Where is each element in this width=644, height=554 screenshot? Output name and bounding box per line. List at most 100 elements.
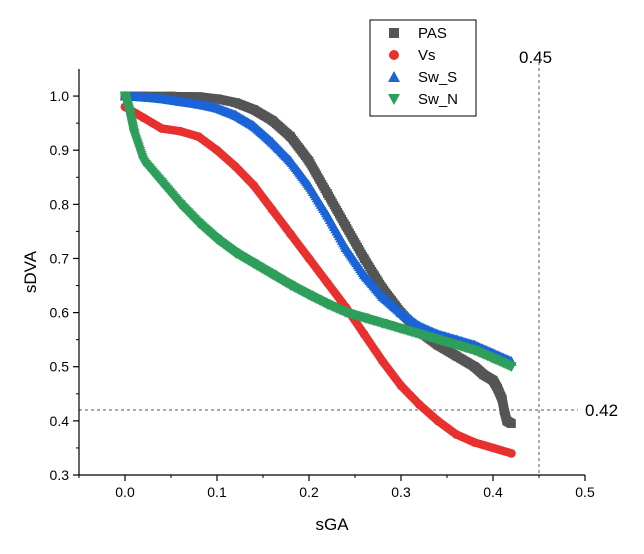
data-point [507,448,516,458]
data-point [303,290,315,301]
data-point [119,91,131,102]
data-point [174,96,186,106]
data-point [128,129,140,140]
data-series [119,90,517,458]
x-tick-label: 0.2 [299,484,319,500]
data-point [156,178,168,188]
data-point [340,242,352,253]
data-point [414,329,425,340]
legend-label: Vs [418,47,436,64]
data-point [507,419,516,428]
data-point [193,98,204,109]
data-point [157,124,167,133]
legend-item: Vs [389,47,436,64]
data-point [358,269,370,280]
data-point [395,307,407,317]
y-axis-title: sDVA [21,250,40,293]
data-point [469,346,480,356]
data-point [395,324,407,335]
data-point [451,351,461,361]
legend-item: PAS [389,25,447,42]
y-axis-ticks: 0.3 0.4 0.5 0.6 0.7 0.8 0.9 1.0 [50,88,79,483]
reference-lines: 0.45 0.42 [79,48,618,475]
y-tick-label: 0.9 [50,142,70,158]
data-point [304,254,314,263]
data-point [323,278,332,288]
data-point [138,156,149,167]
data-point [266,270,278,280]
data-point [323,189,332,198]
data-point [359,254,369,263]
data-point [286,132,295,142]
x-tick-label: 0.5 [575,484,595,500]
data-point [194,92,203,102]
data-point [285,281,296,291]
y-tick-label: 0.3 [50,467,70,483]
axes: 0.0 0.1 0.2 0.3 0.4 0.5 0.3 0.4 0.5 0.6 0.7 0.8 0.9… [21,69,595,534]
data-point [414,320,425,331]
x-axis-ticks: 0.0 0.1 0.2 0.3 0.4 0.5 [78,475,595,500]
data-point [378,356,387,366]
legend-item: Sw_N [388,91,458,108]
data-point [266,136,278,147]
data-point [479,370,489,380]
legend: PAS Vs Sw_S Sw_N [369,19,477,117]
legend-marker [389,28,399,38]
y-tick-label: 0.4 [50,413,70,429]
data-point [493,383,502,393]
legend-label: Sw_S [418,69,457,86]
legend-marker [389,50,399,60]
data-point [267,116,277,125]
data-point [415,400,424,410]
data-point [378,283,387,293]
series-sw-n [119,91,517,373]
data-point [322,300,333,310]
data-point [377,291,388,301]
data-point [211,102,223,113]
legend-label: Sw_N [418,91,458,108]
data-point [231,98,240,107]
data-point [286,229,295,239]
x-axis-title: sGA [315,515,349,534]
data-point [124,107,135,118]
x-tick-label: 0.0 [115,484,135,500]
data-point [174,199,186,210]
data-point [359,329,369,339]
data-point [322,209,333,220]
legend-label: PAS [418,25,447,42]
data-point [433,340,443,350]
data-point [341,221,351,231]
data-point [138,91,149,102]
data-point [488,443,498,453]
data-point [488,375,498,385]
data-point [303,180,315,190]
data-point [231,162,240,171]
data-point [304,156,314,166]
data-point [502,416,512,426]
y-tick-label: 0.5 [50,359,70,375]
y-tick-label: 0.6 [50,305,70,321]
data-point [156,93,168,104]
data-point [487,354,499,364]
data-point [433,416,443,426]
x-tick-label: 0.3 [391,484,411,500]
data-point [499,405,509,415]
y-tick-label: 0.8 [50,196,70,212]
legend-items: PAS Vs Sw_S Sw_N [388,25,458,108]
data-point [285,155,296,166]
data-point [248,120,260,131]
data-point [506,362,517,373]
y-tick-label: 1.0 [50,88,70,104]
data-point [139,113,148,123]
legend-box [369,19,477,117]
data-point [249,180,259,190]
data-point [396,381,406,391]
data-point [212,145,222,155]
data-point [450,340,462,351]
data-point [267,205,277,215]
data-point [340,308,352,318]
data-point [451,430,461,439]
data-point [432,335,444,345]
legend-marker [388,94,400,105]
data-point [193,218,204,229]
